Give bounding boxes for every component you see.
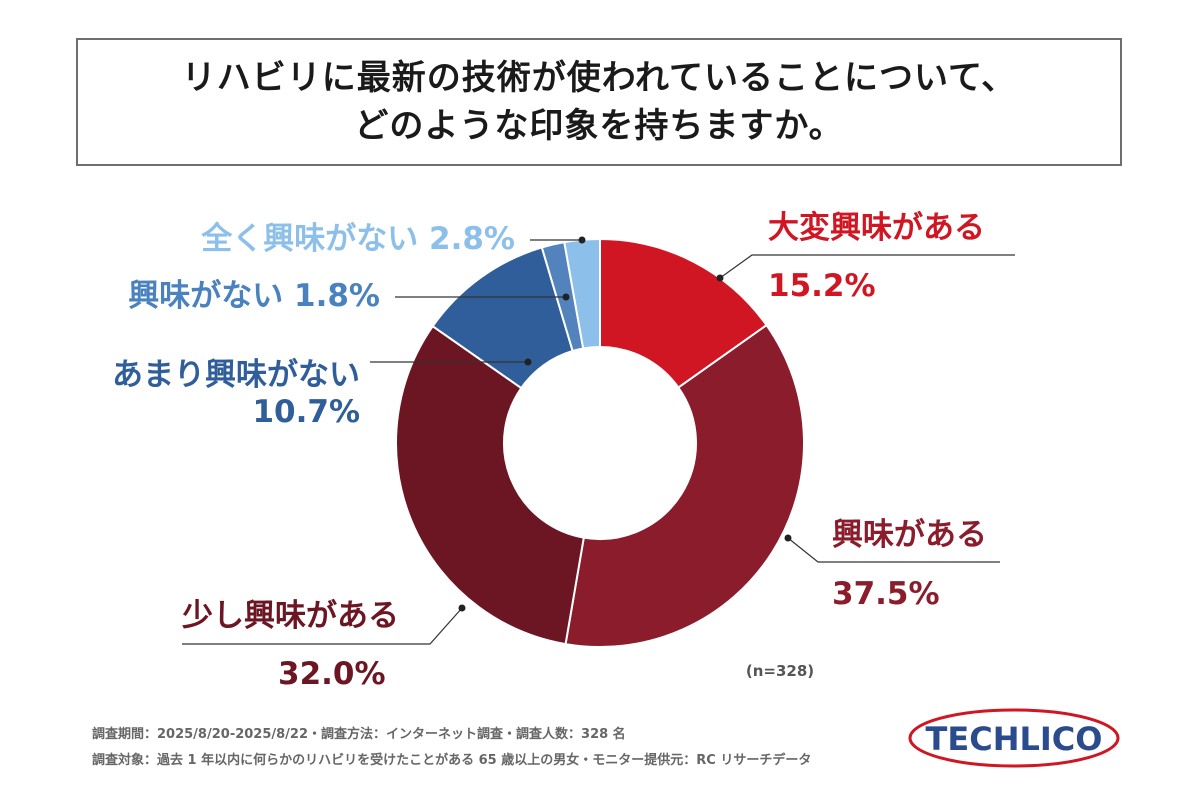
title-box: リハビリに最新の技術が使われていることについて、 どのような印象を持ちますか。 [76,38,1122,166]
techlico-logo: TECHLICO [908,708,1120,768]
logo-text: TECHLICO [926,720,1103,758]
leader-line-2 [787,537,1000,563]
title-line-1: リハビリに最新の技術が使われていることについて、 [181,58,1017,98]
leader-line-3 [182,607,463,645]
slice-value-label-3: 32.0% [278,656,386,692]
slice-category-label-3: 少し興味がある [182,598,399,634]
donut-slice-2 [564,323,805,648]
slice-label-5: 興味がない 1.8% [128,278,380,314]
title-line-2: どのような印象を持ちますか。 [354,106,844,146]
donut-slice-1 [599,237,768,389]
slice-category-label-2: 興味がある [832,517,987,553]
slice-value-label-1: 15.2% [768,268,876,304]
slice-label-6: 全く興味がない 2.8% [200,221,515,257]
donut-slice-3 [395,324,585,646]
leader-dot-4 [524,358,532,366]
logo-ring [908,708,1120,768]
leader-line-1 [719,254,1015,279]
leader-dot-3 [458,604,466,612]
footer-survey-period: 調査期間：2025/8/20-2025/8/22・調査方法：インターネット調査・… [92,727,626,742]
footer-survey-target: 調査対象：過去 1 年以内に何らかのリハビリを受けたことがある 65 歳以上の男… [92,753,812,768]
leader-dot-1 [716,274,724,282]
slice-category-label-1: 大変興味がある [768,210,985,246]
sample-size-note: (n=328) [745,662,815,680]
leader-dot-2 [784,534,792,542]
slice-value-label-4: 10.7% [252,394,360,430]
slice-value-label-2: 37.5% [832,576,940,612]
slice-category-label-4: あまり興味がない [112,357,360,393]
leader-dot-6 [578,236,586,244]
leader-dot-5 [562,293,570,301]
